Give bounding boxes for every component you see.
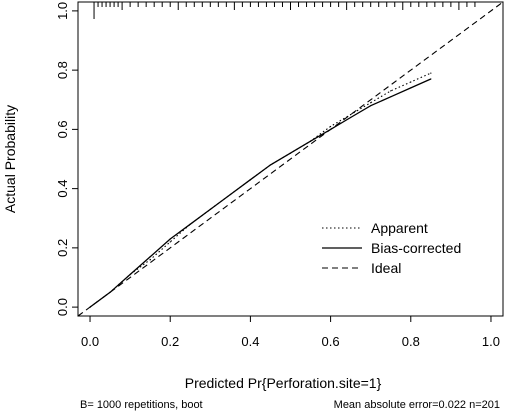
data-point-bias-corrected — [189, 223, 191, 225]
data-point-apparent — [350, 113, 352, 116]
data-point-apparent — [370, 102, 372, 104]
data-point-apparent — [390, 90, 392, 92]
data-point-apparent — [169, 241, 171, 243]
plot-frame — [77, 1, 504, 317]
x-tick-label: 0.4 — [241, 334, 259, 349]
plot-layer — [77, 1, 504, 317]
legend-label-ideal: Ideal — [371, 260, 401, 276]
data-point-apparent — [410, 81, 412, 83]
data-point-bias-corrected — [209, 208, 211, 210]
data-point-bias-corrected — [410, 87, 412, 89]
series-line-bias-corrected — [89, 78, 432, 308]
data-point-bias-corrected — [229, 193, 231, 196]
data-point-bias-corrected — [289, 152, 292, 154]
x-tick-label: 0.8 — [402, 334, 420, 349]
data-point-bias-corrected — [269, 164, 272, 166]
data-point-bias-corrected — [350, 116, 352, 119]
data-point-apparent — [149, 259, 151, 261]
data-point-apparent — [430, 72, 432, 74]
x-axis-title: Predicted Pr{Perforation.site=1} — [185, 375, 382, 391]
x-tick-label: 0.6 — [322, 334, 340, 349]
y-axis-title: Actual Probability — [2, 105, 18, 213]
data-point-bias-corrected — [149, 256, 151, 258]
footer-mean-absolute-error: Mean absolute error=0.022 n=201 — [334, 399, 500, 411]
legend-label-bias-corrected: Bias-corrected — [371, 240, 461, 256]
data-point-bias-corrected — [370, 105, 372, 107]
x-tick-label: 0.2 — [161, 334, 179, 349]
series-line-apparent — [89, 72, 432, 308]
y-tick-label: 1.0 — [55, 2, 70, 20]
data-point-bias-corrected — [249, 179, 252, 181]
data-point-bias-corrected — [309, 140, 312, 142]
x-tick-label: 0.0 — [81, 334, 99, 349]
y-tick-label: 0.4 — [55, 180, 70, 198]
y-tick-label: 0.6 — [55, 120, 70, 138]
footer-repetitions: B= 1000 repetitions, boot — [80, 399, 203, 411]
legend-label-apparent: Apparent — [371, 220, 428, 236]
y-tick-label: 0.8 — [55, 61, 70, 79]
x-tick-label: 1.0 — [482, 334, 500, 349]
data-point-bias-corrected — [430, 78, 432, 80]
data-point-apparent — [329, 125, 332, 128]
legend: Apparent Bias-corrected Ideal — [322, 220, 461, 276]
y-tick-label: 0.0 — [55, 298, 70, 316]
series-line-ideal — [77, 1, 504, 317]
y-tick-label: 0.2 — [55, 239, 70, 257]
data-point-bias-corrected — [129, 273, 131, 276]
data-point-bias-corrected — [169, 238, 171, 240]
axis-layer: 0.0 0.2 0.4 0.6 0.8 1.0 0.0 0.2 0.4 0.6 0.8 1.0 — [55, 1, 504, 349]
data-point-bias-corrected — [390, 96, 392, 98]
